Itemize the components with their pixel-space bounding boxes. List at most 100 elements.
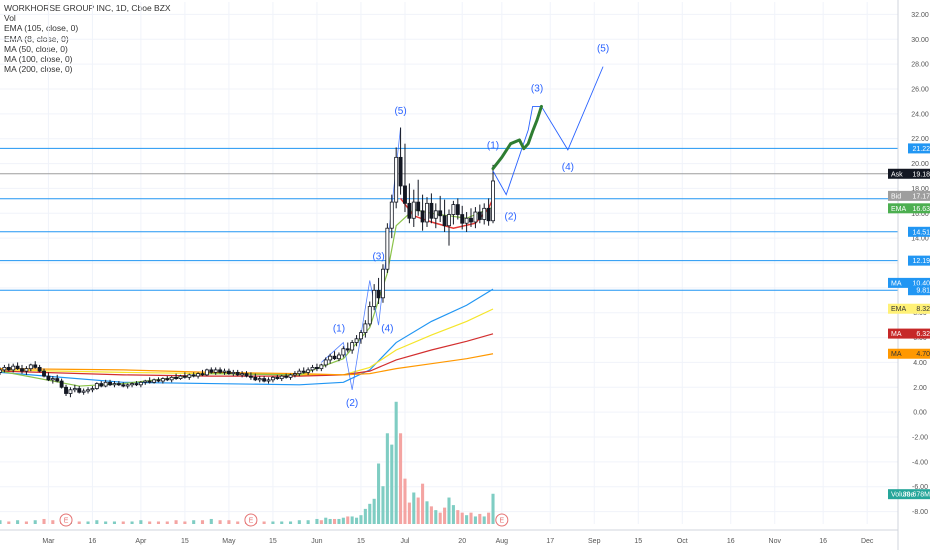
indicator-line-ema-105: [0, 308, 494, 376]
y-tick-label-15: 22.00: [911, 136, 929, 143]
price-tag-label-7: EMA: [891, 306, 907, 313]
volume-bar-37: [319, 520, 323, 524]
candle-body-10: [42, 370, 46, 377]
price-tag-label-11: Volume: [891, 492, 914, 499]
earnings-marker-circle-2: [495, 513, 509, 527]
candle-body-100: [438, 210, 443, 217]
candle-body-102: [447, 214, 451, 227]
candle-body-109: [477, 211, 482, 220]
volume-bar-12: [104, 521, 108, 524]
candle-body-31: [134, 383, 139, 386]
legend-line-ema105: EMA (105, close, 0): [4, 23, 79, 34]
volume-bar-60: [421, 483, 425, 524]
volume-bar-1: [7, 521, 11, 524]
candle-body-11: [46, 375, 51, 381]
volume-bar-6: [51, 520, 55, 524]
x-tick-label-0: Mar: [42, 538, 55, 545]
candle-body-72: [315, 366, 319, 370]
wave-label-1: (2): [346, 398, 358, 409]
candle-body-91: [398, 156, 403, 187]
volume-bar-71: [469, 512, 473, 524]
y-tick-label-6: 4.00: [913, 360, 927, 367]
volume-bar-0: [0, 520, 2, 524]
candle-body-73: [319, 364, 324, 370]
volume-bar-40: [333, 518, 337, 524]
volume-bar-53: [390, 444, 394, 524]
earnings-marker-label-0: E: [64, 518, 69, 525]
x-tick-label-10: Aug: [496, 538, 509, 545]
indicator-line-ma-200: [0, 353, 494, 376]
indicator-line-ma-50: [0, 333, 494, 377]
candle-body-110: [482, 207, 487, 220]
price-tag-value-5: 10.40: [912, 280, 930, 287]
y-tick-label-14: 20.00: [911, 161, 929, 168]
volume-bar-75: [487, 512, 491, 524]
volume-bar-39: [328, 518, 332, 524]
volume-bar-50: [377, 463, 381, 524]
candle-body-16: [68, 389, 73, 394]
volume-bar-62: [429, 506, 433, 524]
candle-body-61: [266, 379, 271, 382]
candle-body-55: [240, 373, 245, 376]
volume-bar-24: [209, 518, 213, 524]
candle-body-38: [165, 378, 170, 381]
volume-bar-48: [368, 503, 372, 524]
volume-bar-2: [16, 520, 20, 524]
candle-body-90: [394, 156, 399, 203]
price-tag-bg-6: [908, 285, 930, 296]
x-tick-label-15: 16: [727, 538, 735, 545]
x-tick-label-14: Oct: [677, 538, 688, 545]
wave-label-7: (3): [531, 83, 543, 94]
volume-bar-67: [451, 505, 455, 524]
volume-bar-51: [381, 486, 385, 524]
volume-bar-34: [297, 520, 301, 524]
volume-bar-70: [465, 515, 469, 524]
y-tick-label-12: 16.00: [911, 211, 929, 218]
volume-bar-25: [218, 520, 222, 524]
volume-bar-17: [148, 521, 152, 524]
price-tag-bg-1: [888, 190, 930, 201]
chart-legend: WORKHORSE GROUP INC, 1D, Cboe BZX Vol EM…: [4, 3, 171, 74]
legend-line-ma50: MA (50, close, 0): [4, 43, 68, 54]
price-tag-bg-8: [888, 328, 930, 339]
volume-bar-58: [412, 492, 416, 524]
volume-bar-35: [306, 520, 310, 524]
volume-bar-16: [139, 520, 143, 524]
candle-body-0: [0, 369, 2, 373]
y-tick-label-3: -2.00: [912, 435, 928, 442]
volume-bar-9: [77, 521, 81, 524]
candle-body-21: [90, 388, 95, 391]
candle-body-44: [191, 374, 196, 377]
candle-body-104: [455, 204, 460, 215]
candle-body-64: [279, 375, 284, 379]
candle-body-23: [99, 383, 104, 387]
candle-body-35: [152, 379, 157, 383]
volume-bar-44: [350, 516, 354, 524]
volume-bar-54: [394, 401, 398, 524]
candle-body-53: [231, 371, 236, 375]
wave-label-6: (2): [505, 212, 517, 223]
x-tick-label-12: Sep: [588, 538, 601, 545]
volume-bar-69: [460, 512, 464, 524]
x-tick-label-7: 15: [357, 538, 365, 545]
candle-body-105: [460, 214, 465, 224]
candle-body-106: [464, 217, 469, 224]
candle-body-77: [337, 354, 341, 360]
legend-line-vol: Vol: [4, 13, 16, 24]
candle-body-18: [77, 388, 82, 393]
price-tag-label-8: MA: [891, 331, 902, 338]
volume-bar-47: [363, 508, 367, 524]
volume-bar-10: [86, 521, 90, 524]
volume-bar-43: [346, 516, 350, 524]
price-tag-bg-2: [888, 203, 930, 214]
y-tick-label-18: 28.00: [911, 62, 929, 69]
candle-body-20: [86, 389, 90, 392]
candle-body-7: [28, 364, 33, 370]
indicator-line-ema-8: [0, 206, 494, 387]
candle-body-71: [310, 366, 315, 371]
y-tick-label-16: 24.00: [911, 111, 929, 118]
volume-bar-4: [33, 520, 37, 524]
candle-body-89: [389, 201, 394, 229]
volume-bar-31: [271, 521, 275, 524]
